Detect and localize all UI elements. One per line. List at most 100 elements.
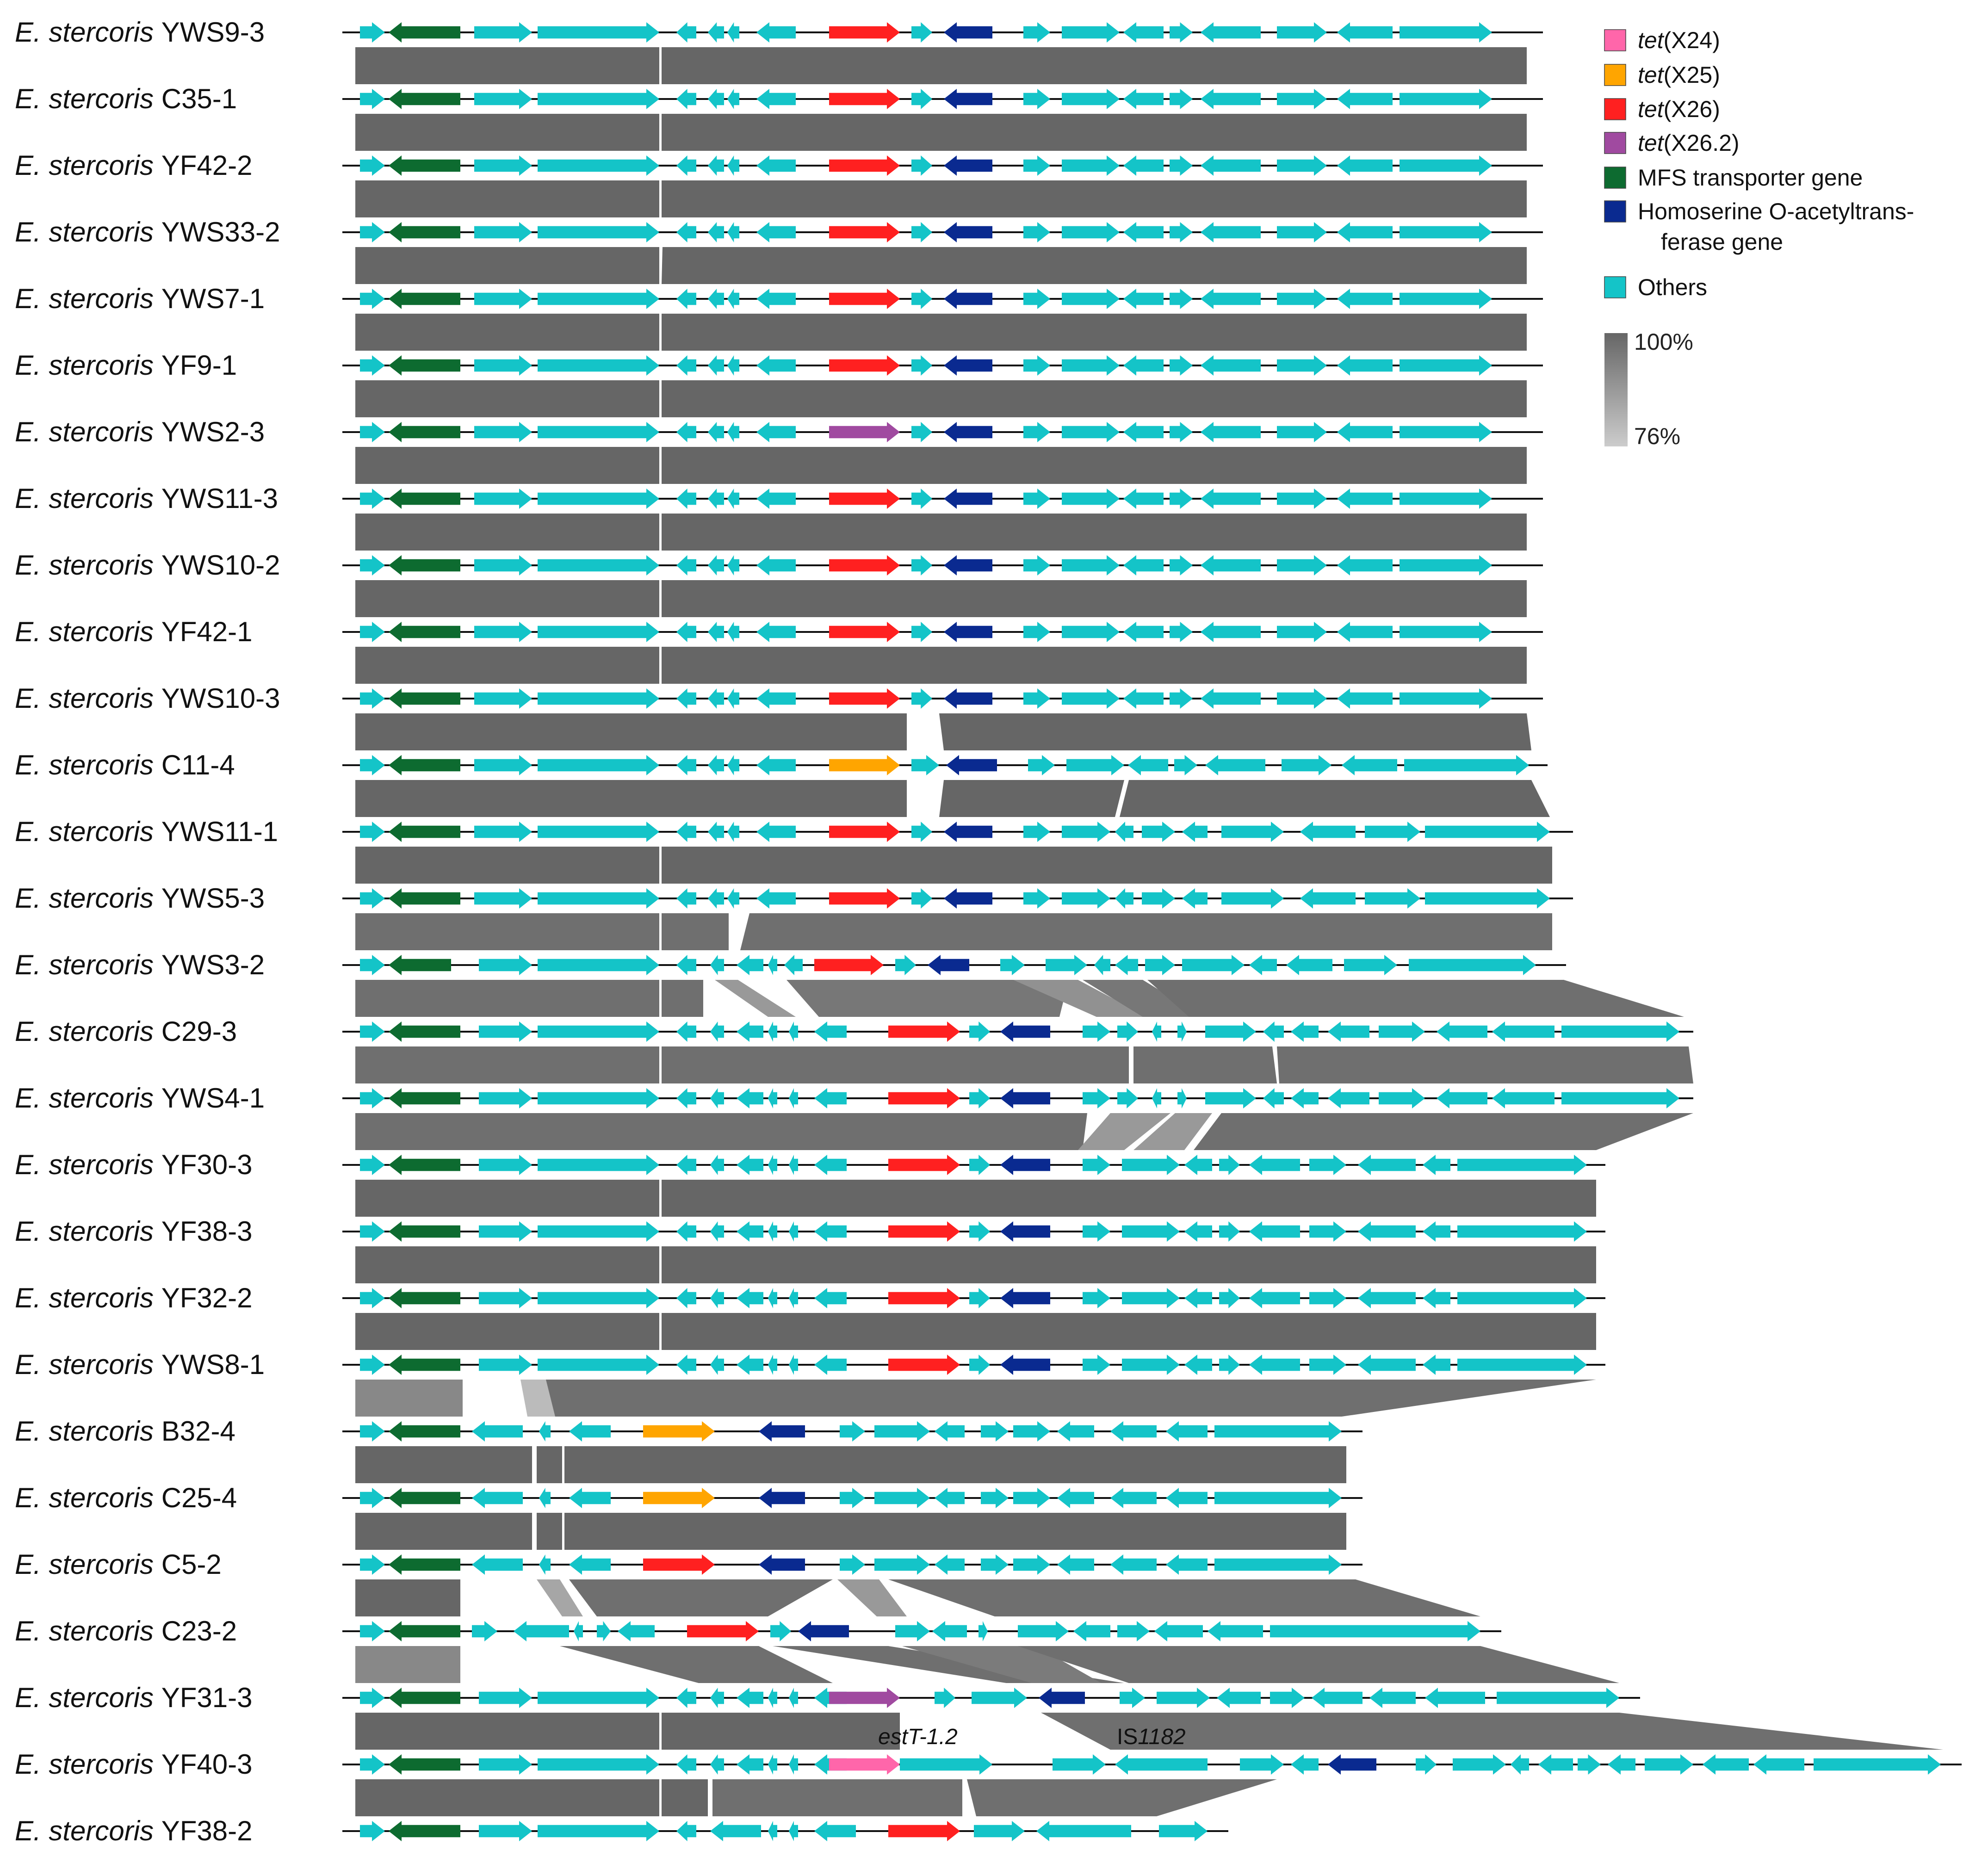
- homology-link: [939, 713, 1531, 750]
- gene-arrow: [538, 289, 659, 309]
- gene-arrow: [789, 1288, 798, 1308]
- gene-arrow: [1277, 155, 1327, 176]
- gene-arrow: [1379, 1021, 1425, 1042]
- mfs-transporter-gene: [389, 89, 460, 109]
- gene-arrow: [1645, 1754, 1693, 1775]
- homoserine-acetyltransferase-gene: [759, 1488, 805, 1508]
- homology-link: [355, 980, 659, 1017]
- gene-arrow: [1291, 1021, 1319, 1042]
- species-name: E. stercoris: [15, 683, 161, 714]
- gene-arrow: [1409, 955, 1536, 975]
- legend-swatch: [1604, 167, 1626, 189]
- homology-link: [939, 780, 1124, 817]
- tet-gene: [829, 289, 900, 309]
- gene-arrow: [1457, 1155, 1587, 1175]
- gene-arrow: [1214, 1421, 1342, 1442]
- homology-link: [1041, 1713, 1943, 1750]
- gene-arrow: [768, 1221, 777, 1242]
- gene-arrow: [1166, 1421, 1208, 1442]
- homoserine-acetyltransferase-gene: [944, 89, 992, 109]
- gene-arrow: [1123, 489, 1164, 509]
- gene-arrow: [1083, 1355, 1110, 1375]
- gene-arrow: [1182, 955, 1245, 975]
- gene-arrow: [474, 555, 532, 576]
- gene-arrow: [1400, 222, 1492, 242]
- gene-arrow: [1023, 822, 1050, 842]
- gene-arrow: [1110, 1421, 1157, 1442]
- homology-link: [837, 1579, 907, 1616]
- gene-arrow: [479, 1221, 532, 1242]
- gene-arrow: [472, 1621, 497, 1641]
- gene-arrow: [1457, 1288, 1587, 1308]
- gene-arrow: [1083, 1155, 1110, 1175]
- gene-arrow: [727, 755, 739, 775]
- gene-arrow: [1214, 1488, 1342, 1508]
- homology-link: [355, 1713, 659, 1750]
- gene-arrow: [360, 688, 385, 709]
- species-name: E. stercoris: [15, 1815, 161, 1846]
- gene-arrow: [474, 422, 532, 442]
- mfs-transporter-gene: [389, 822, 460, 842]
- gene-arrow: [911, 622, 932, 642]
- gene-arrow: [1083, 1088, 1110, 1108]
- mfs-transporter-gene: [389, 1421, 460, 1442]
- homology-link: [1120, 780, 1550, 817]
- homology-link: [662, 1779, 708, 1816]
- gene-arrow: [1270, 1688, 1305, 1708]
- gene-arrow: [538, 1088, 659, 1108]
- gene-arrow: [474, 489, 532, 509]
- strain-track: [342, 755, 1548, 775]
- strain-label: E. stercoris YWS11-3: [15, 483, 278, 514]
- gene-arrow: [911, 888, 932, 909]
- identity-scale-max-label: 100%: [1634, 329, 1693, 355]
- gene-arrow: [1170, 22, 1193, 43]
- strain-track: [342, 1221, 1605, 1242]
- gene-arrow: [1000, 955, 1025, 975]
- strain-label: E. stercoris C5-2: [15, 1549, 222, 1580]
- gene-arrow: [708, 22, 724, 43]
- homology-link: [355, 1513, 532, 1550]
- homoserine-acetyltransferase-gene: [946, 755, 997, 775]
- gene-arrow: [814, 1021, 847, 1042]
- gene-arrow: [676, 822, 696, 842]
- strain-label: E. stercoris YWS9-3: [15, 17, 265, 48]
- gene-arrow: [727, 822, 739, 842]
- homology-link: [537, 1513, 562, 1550]
- gene-arrow: [538, 555, 659, 576]
- gene-arrow: [768, 955, 777, 975]
- gene-arrow: [979, 1621, 988, 1641]
- gene-arrow: [1182, 888, 1208, 909]
- gene-arrow: [756, 888, 796, 909]
- gene-arrow: [768, 1088, 777, 1108]
- gene-arrow: [756, 622, 796, 642]
- gene-arrow: [1170, 555, 1193, 576]
- strain-name: YF32-2: [161, 1282, 253, 1313]
- gene-arrow: [360, 888, 385, 909]
- strain-label: E. stercoris C23-2: [15, 1616, 237, 1647]
- gene-arrow: [1201, 222, 1261, 242]
- gene-arrow: [1122, 1288, 1180, 1308]
- gene-arrow: [727, 422, 739, 442]
- gene-arrow: [474, 155, 532, 176]
- mfs-transporter-gene: [389, 1688, 460, 1708]
- gene-arrow: [538, 222, 659, 242]
- gene-arrow: [1214, 1554, 1342, 1575]
- gene-arrow: [1184, 1288, 1212, 1308]
- gene-arrow: [539, 1421, 551, 1442]
- gene-arrow: [1122, 1155, 1180, 1175]
- gene-arrow: [474, 289, 532, 309]
- strain-label: E. stercoris B32-4: [15, 1416, 235, 1447]
- gene-arrow: [911, 222, 932, 242]
- gene-arrow: [1122, 1221, 1180, 1242]
- gene-arrow: [1425, 822, 1550, 842]
- gene-arrow: [911, 822, 932, 842]
- gene-arrow: [1300, 822, 1356, 842]
- gene-arrow: [768, 1155, 777, 1175]
- homoserine-acetyltransferase-gene: [944, 155, 992, 176]
- homology-link: [560, 1646, 833, 1683]
- gene-arrow: [1300, 888, 1356, 909]
- gene-arrow: [911, 289, 932, 309]
- legend-label: tet(X26.2): [1638, 130, 1740, 156]
- strain-track: [342, 289, 1543, 309]
- strain-name: YWS7-1: [161, 283, 265, 314]
